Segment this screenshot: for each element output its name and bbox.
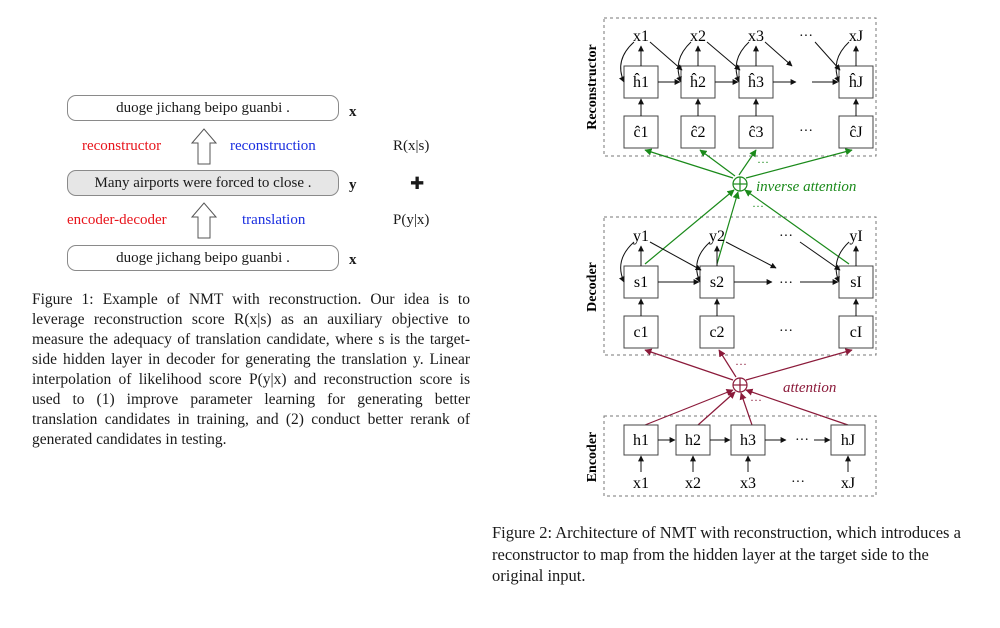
encoder-hidden: hJ — [841, 432, 855, 449]
encoder-block: h1 h2 h3 ··· hJ x1 x2 x3 ··· xJ — [623, 424, 866, 492]
decoder-context: cI — [850, 324, 862, 341]
decoder-block: y1 y2 ··· yI s1 s2 ··· sI c1 c2 ··· cI — [619, 228, 874, 349]
recon-hidden: ĥ2 — [690, 72, 706, 91]
reconstructor-label: reconstructor — [82, 138, 162, 154]
inverse-attention-ellipsis: ··· — [757, 155, 769, 169]
var-x-bottom: x — [349, 252, 357, 268]
var-y: y — [349, 177, 357, 193]
inverse-attention-label: inverse attention — [756, 179, 856, 195]
figure-1-caption: Figure 1: Example of NMT with reconstruc… — [32, 291, 470, 448]
section-label-decoder: Decoder — [585, 262, 600, 312]
decoder-hidden: s1 — [634, 274, 648, 291]
encoder-ellipsis: ··· — [791, 475, 805, 490]
encoder-decoder-label: encoder-decoder — [67, 212, 167, 228]
decoder-ellipsis: ··· — [779, 229, 793, 244]
reconstruction-label: reconstruction — [230, 138, 316, 154]
reconstructor-frame — [603, 17, 877, 157]
decoder-hidden: sI — [850, 274, 862, 291]
plus-icon: ✚ — [410, 174, 425, 194]
recon-output: xJ — [849, 28, 863, 45]
recon-context: ĉ3 — [748, 124, 763, 141]
encoder-hidden: h1 — [633, 432, 649, 449]
encoder-input: x1 — [633, 475, 649, 492]
decoder-frame — [603, 216, 877, 356]
encoder-ellipsis: ··· — [795, 433, 809, 448]
decoder-output: y2 — [709, 228, 725, 245]
recon-output: x2 — [690, 28, 706, 45]
encoder-input: x2 — [685, 475, 701, 492]
recon-context: ĉ2 — [690, 124, 705, 141]
score-p: P(y|x) — [393, 212, 430, 228]
encoder-input: x3 — [740, 475, 756, 492]
reconstructor-block: x1 x2 x3 ··· xJ ĥ1 ĥ2 ĥ3 ĥJ ĉ1 ĉ2 ĉ3 ···… — [619, 28, 874, 149]
recon-output: x3 — [748, 28, 764, 45]
encoder-hidden: h2 — [685, 432, 701, 449]
translation-label: translation — [242, 212, 306, 228]
recon-ellipsis: ··· — [799, 124, 813, 139]
decoder-hidden: s2 — [710, 274, 724, 291]
decoder-ellipsis: ··· — [779, 276, 793, 291]
section-label-encoder: Encoder — [585, 432, 600, 483]
decoder-ellipsis: ··· — [779, 324, 793, 339]
decoder-context: c1 — [633, 324, 648, 341]
decoder-output: yI — [849, 228, 862, 245]
attention-ellipsis: ··· — [750, 393, 762, 407]
encoder-input: xJ — [841, 475, 855, 492]
encoder-frame — [603, 415, 877, 497]
attention-label: attention — [783, 380, 836, 396]
recon-hidden: ĥ1 — [633, 72, 649, 91]
source-sentence-bottom: duoge jichang beipo guanbi . — [67, 245, 339, 271]
attention — [644, 348, 853, 426]
section-label-reconstructor: Reconstructor — [585, 44, 600, 130]
decoder-output: y1 — [633, 228, 649, 245]
recon-context: ĉJ — [849, 124, 862, 141]
recon-hidden: ĥJ — [849, 72, 863, 91]
up-arrow-icon — [190, 128, 218, 165]
target-sentence: Many airports were forced to close . — [67, 170, 339, 196]
inverse-attention-ellipsis: ··· — [752, 199, 764, 213]
recon-ellipsis: ··· — [799, 29, 813, 44]
recon-context: ĉ1 — [633, 124, 648, 141]
score-r: R(x|s) — [393, 138, 430, 154]
inverse-attention — [644, 148, 853, 265]
var-x-top: x — [349, 104, 357, 120]
up-arrow-icon — [190, 202, 218, 239]
recon-output: x1 — [633, 28, 649, 45]
figure-2-caption: Figure 2: Architecture of NMT with recon… — [492, 523, 961, 585]
decoder-context: c2 — [709, 324, 724, 341]
recon-hidden: ĥ3 — [748, 72, 764, 91]
encoder-hidden: h3 — [740, 432, 756, 449]
attention-ellipsis: ··· — [735, 357, 747, 371]
source-sentence-top: duoge jichang beipo guanbi . — [67, 95, 339, 121]
